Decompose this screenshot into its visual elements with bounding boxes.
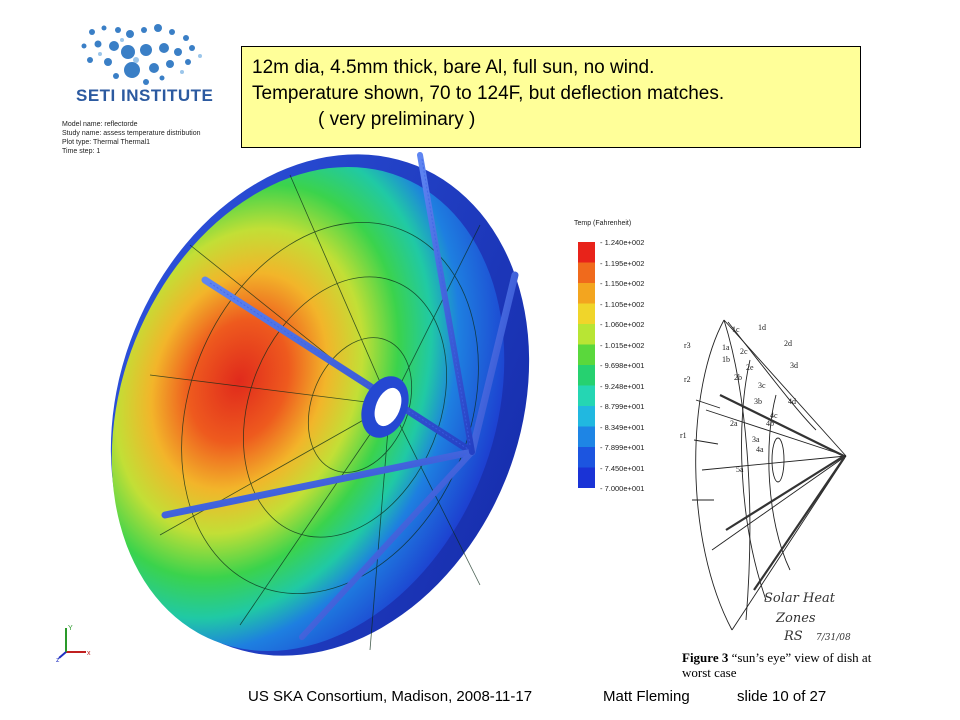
legend-value: - 9.698e+001 bbox=[600, 361, 645, 370]
sketch-zone-label: 2a bbox=[730, 419, 738, 428]
sketch-zone-label: r1 bbox=[680, 431, 687, 440]
footer-conference: US SKA Consortium, Madison, 2008-11-17 bbox=[248, 688, 533, 705]
solar-heat-zones-sketch: 1c 1d 2d 1a 1b 2c 2e r3 3d 2b 3c r2 3b 4c 4d 2a 4b r1 3a4a… bbox=[680, 319, 851, 644]
axes-triad-icon: x Y z bbox=[56, 625, 91, 662]
axis-y-label: Y bbox=[68, 625, 73, 632]
legend-value: - 7.450e+001 bbox=[600, 463, 645, 473]
figure-number: Figure 3 bbox=[682, 650, 729, 665]
legend-value: - 1.150e+002 bbox=[600, 279, 645, 288]
legend-value: - 1.015e+002 bbox=[600, 340, 645, 350]
callout-line-3: ( very preliminary ) bbox=[318, 109, 476, 130]
legend-swatch bbox=[578, 385, 595, 407]
callout-line-2: Temperature shown, 70 to 124F, but defle… bbox=[252, 83, 725, 104]
legend-swatch bbox=[578, 324, 595, 345]
legend-value: - 8.799e+001 bbox=[600, 402, 645, 411]
legend-value: - 1.105e+002 bbox=[600, 299, 645, 309]
legend-swatch bbox=[578, 426, 595, 448]
sketch-zone-label: 4a bbox=[756, 445, 764, 454]
legend-value: - 9.248e+001 bbox=[600, 381, 645, 391]
legend-value: - 1.240e+002 bbox=[600, 238, 645, 247]
sketch-zone-label: 1d bbox=[758, 323, 766, 332]
axis-z-label: z bbox=[56, 657, 60, 662]
axis-x-label: x bbox=[87, 650, 91, 657]
legend-swatch bbox=[578, 242, 595, 263]
seti-logo-dots bbox=[81, 24, 202, 85]
legend-values: - 1.240e+002 - 1.195e+002 - 1.150e+002 - 1.… bbox=[600, 238, 670, 494]
legend-swatch bbox=[578, 467, 595, 488]
sketch-handwritten-note: RS bbox=[783, 629, 803, 644]
seti-logo-text: SETI INSTITUTE bbox=[76, 86, 214, 105]
sketch-zone-label: 4c bbox=[770, 411, 778, 420]
legend-title: Temp (Fahrenheit) bbox=[574, 220, 632, 227]
sketch-zone-label: 2c bbox=[740, 347, 748, 356]
callout-line-1: 12m dia, 4.5mm thick, bare Al, full sun,… bbox=[252, 57, 655, 78]
sketch-zone-label: 5a bbox=[736, 465, 744, 474]
legend-value: - 1.195e+002 bbox=[600, 258, 645, 268]
sketch-zone-label: 3a bbox=[752, 435, 760, 444]
footer-author: Matt Fleming bbox=[603, 688, 690, 705]
legend-value: - 8.349e+001 bbox=[600, 422, 645, 432]
model-info: Model name: reflectorde Study name: asse… bbox=[62, 120, 201, 156]
sketch-zone-label: 1a bbox=[722, 343, 730, 352]
sketch-zone-label: 2d bbox=[784, 339, 792, 348]
callout-box: 12m dia, 4.5mm thick, bare Al, full sun,… bbox=[241, 46, 861, 148]
plot-type: Plot type: Thermal Thermal1 bbox=[62, 139, 151, 146]
sketch-zone-label: r2 bbox=[684, 375, 691, 384]
sketch-zone-label: 4b bbox=[766, 419, 774, 428]
legend-swatch bbox=[578, 303, 595, 325]
sketch-zone-label: 2e bbox=[746, 363, 754, 372]
figure-caption-text: “sun’s eye” view of dish at worst case bbox=[682, 650, 872, 680]
model-name: Model name: reflectorde bbox=[62, 121, 138, 128]
legend-swatch bbox=[578, 344, 595, 366]
sketch-handwritten-note: Zones bbox=[775, 611, 816, 626]
legend-swatch bbox=[578, 447, 595, 468]
footer-slide-number: slide 10 of 27 bbox=[737, 688, 827, 705]
legend-color-bar bbox=[578, 242, 595, 488]
legend-swatch bbox=[578, 365, 595, 386]
sketch-handwritten-note: 7/31/08 bbox=[816, 633, 851, 643]
time-step: Time step: 1 bbox=[62, 148, 101, 155]
legend-value: - 7.000e+001 bbox=[600, 484, 645, 493]
sketch-zone-label: 1b bbox=[722, 355, 730, 364]
sketch-zone-label: 3d bbox=[790, 361, 798, 370]
legend-value: - 7.899e+001 bbox=[600, 443, 645, 452]
sketch-zone-label: 4d bbox=[788, 397, 796, 406]
study-name: Study name: assess temperature distribut… bbox=[62, 130, 201, 137]
figure-caption: Figure 3 “sun’s eye” view of dish at wor… bbox=[682, 650, 872, 680]
sketch-zone-label: r3 bbox=[684, 341, 691, 350]
sketch-zone-label: 2b bbox=[734, 373, 742, 382]
legend-swatch bbox=[578, 406, 595, 427]
legend-swatch bbox=[578, 283, 595, 304]
dish-thermal-plot bbox=[110, 152, 530, 656]
sketch-handwritten-note: Solar Heat bbox=[764, 591, 836, 606]
sketch-zone-label: 3b bbox=[754, 397, 762, 406]
legend-swatch bbox=[578, 262, 595, 284]
sketch-zone-label: 3c bbox=[758, 381, 766, 390]
legend-value: - 1.060e+002 bbox=[600, 320, 645, 329]
sketch-zone-label: 1c bbox=[732, 325, 740, 334]
